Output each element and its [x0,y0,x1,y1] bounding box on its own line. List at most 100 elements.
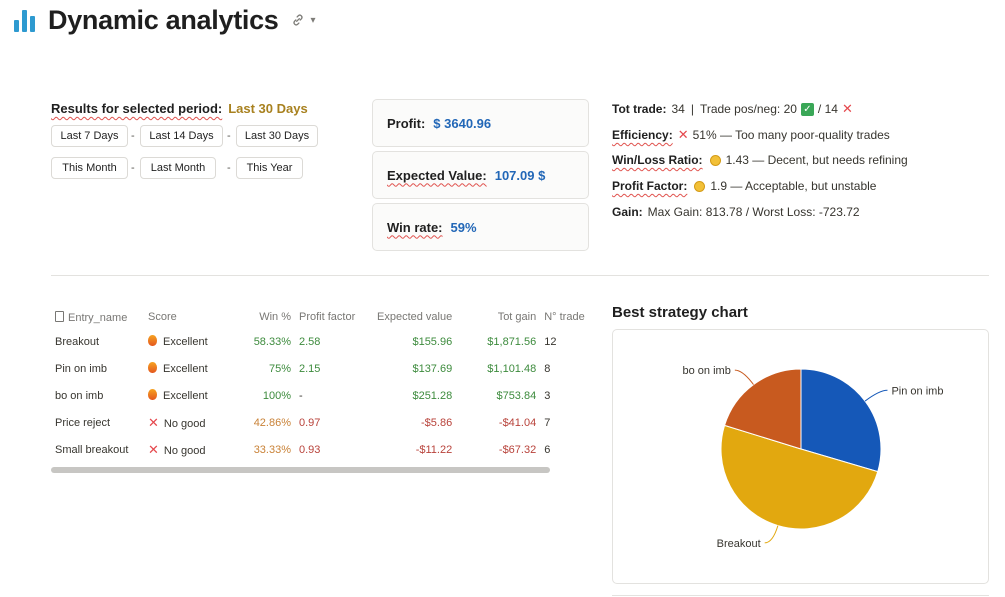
column-header-tot-gain[interactable]: Tot gain [497,311,537,323]
expected-value-cell: $251.28 [412,389,453,402]
efficiency-value: 51% — Too many poor-quality trades [692,128,890,142]
separator: - [131,162,135,174]
column-header-score[interactable]: Score [148,311,177,323]
profit-factor-cell: 2.15 [299,362,321,375]
expected-value-label: Expected Value: [387,167,487,183]
page-title: Dynamic analytics [48,4,279,35]
win-loss-value: 1.43 — Decent, but needs refining [725,153,908,167]
n-trade-cell: 12 [544,335,557,348]
gain-label: Gain: [612,205,643,219]
section-divider [612,595,989,596]
page-header: Dynamic analytics ▾ [14,4,316,36]
win-loss-stat: Win/Loss Ratio: 1.43 — Decent, but needs… [612,153,908,167]
chevron-down-icon[interactable]: ▾ [310,14,316,26]
last-7-days-button[interactable]: Last 7 Days [51,125,128,147]
column-header-n-trade[interactable]: N° trade [544,311,585,323]
check-icon: ✓ [800,102,814,116]
expected-value-cell: -$11.22 [415,443,453,456]
separator: - [227,162,231,174]
section-divider [51,275,989,276]
last-14-days-button[interactable]: Last 14 Days [140,125,223,147]
column-header-profit-factor[interactable]: Profit factor [299,311,356,323]
column-header-win[interactable]: Win % [259,311,291,323]
entry-name-cell: Breakout [55,335,100,348]
chart-title: Best strategy chart [612,304,748,321]
win-rate-value: 59% [450,219,477,235]
efficiency-label: Efficiency: [612,128,673,142]
coin-icon [709,154,721,166]
tot-trade-label: Tot trade: [612,102,667,116]
cross-icon: ✕ [148,441,159,457]
profit-factor-cell: 0.97 [299,416,321,429]
pie-leader-line [734,369,754,385]
profit-factor-cell: 0.93 [299,443,321,456]
gain-stat: Gain: Max Gain: 813.78 / Worst Loss: -72… [612,205,860,219]
cross-icon: ✕ [841,101,853,116]
this-month-button[interactable]: This Month [51,157,128,179]
expected-value-cell: $155.96 [412,335,453,348]
divider-bar: | [690,102,694,116]
last-month-button[interactable]: Last Month [140,157,216,179]
strategy-table: Entry_name Score Win % Profit factor Exp… [51,306,590,463]
pie-slice-breakout[interactable] [720,424,879,530]
tot-gain-cell: $1,101.48 [487,362,537,375]
period-heading: Results for selected period: Last 30 Days [51,101,308,116]
last-30-days-button[interactable]: Last 30 Days [236,125,318,147]
profit-value: $ 3640.96 [433,115,492,131]
score-cell: ✕ No good [148,441,206,457]
win-cell: 100% [262,389,291,402]
pie-label: Breakout [717,538,761,550]
pie-label: bo on imb [683,365,731,377]
table-header-row: Entry_name Score Win % Profit factor Exp… [51,306,590,328]
profit-card: Profit: $ 3640.96 [372,99,589,147]
tot-gain-cell: -$67.32 [498,443,537,456]
entry-name-cell: bo on imb [55,389,104,402]
entry-name-cell: Price reject [55,416,111,429]
table-row[interactable]: Pin on imb Excellent 75% 2.15 $137.69 $1… [51,355,590,382]
horizontal-scrollbar[interactable] [51,467,550,473]
period-value: Last 30 Days [228,101,308,116]
tot-gain-cell: $1,871.56 [487,335,537,348]
separator: - [131,130,135,142]
trade-pos-value: 20 [783,102,797,116]
win-rate-card: Win rate: 59% [372,203,589,251]
cross-icon: ✕ [677,127,689,142]
fire-icon [148,335,157,346]
score-cell: Excellent [144,382,242,409]
expected-value-cell: -$5.86 [421,416,453,429]
tot-gain-cell: $753.84 [496,389,537,402]
win-cell: 58.33% [253,335,291,348]
entry-name-cell: Small breakout [55,443,129,456]
score-cell: ✕ No good [148,414,206,430]
pie-leader-line [764,525,779,544]
table-row[interactable]: Price reject ✕ No good 42.86% 0.97 -$5.86… [51,409,590,436]
table-row[interactable]: Breakout Excellent 58.33% 2.58 $155.96 $… [51,328,590,355]
pie-chart: Pin on imb Breakout bo on imb [683,365,944,550]
link-icon[interactable] [291,13,305,27]
gain-value: Max Gain: 813.78 / Worst Loss: -723.72 [647,205,860,219]
profit-label: Profit: [387,115,426,131]
tot-trade-stat: Tot trade: 34 | Trade pos/neg: 20 ✓ / 14… [612,101,857,117]
document-icon [55,310,64,322]
win-cell: 75% [268,362,291,375]
fire-icon [148,362,157,373]
win-cell: 33.33% [253,443,291,456]
tot-gain-cell: -$41.04 [498,416,537,429]
profit-factor-label: Profit Factor: [612,179,688,193]
this-year-button[interactable]: This Year [236,157,303,179]
score-cell: Excellent [144,355,242,382]
efficiency-stat: Efficiency: ✕ 51% — Too many poor-qualit… [612,127,890,143]
profit-factor-stat: Profit Factor: 1.9 — Acceptable, but uns… [612,179,876,193]
trade-posneg-label: Trade pos/neg: [699,102,781,116]
column-header-expected-value[interactable]: Expected value [377,311,453,323]
table-row[interactable]: Small breakout ✕ No good 33.33% 0.93 -$11… [51,436,590,463]
table-row[interactable]: bo on imb Excellent 100% - $251.28 $753.… [51,382,590,409]
profit-factor-value: 1.9 — Acceptable, but unstable [710,179,877,193]
expected-value-value: 107.09 $ [494,167,546,183]
n-trade-cell: 3 [544,389,551,402]
column-header-entry-name[interactable]: Entry_name [51,306,144,328]
score-cell: Excellent [144,328,242,355]
pie-chart-container: Pin on imb Breakout bo on imb [612,329,989,584]
pie-leader-line [864,389,888,402]
tot-trade-value: 34 [671,102,685,116]
